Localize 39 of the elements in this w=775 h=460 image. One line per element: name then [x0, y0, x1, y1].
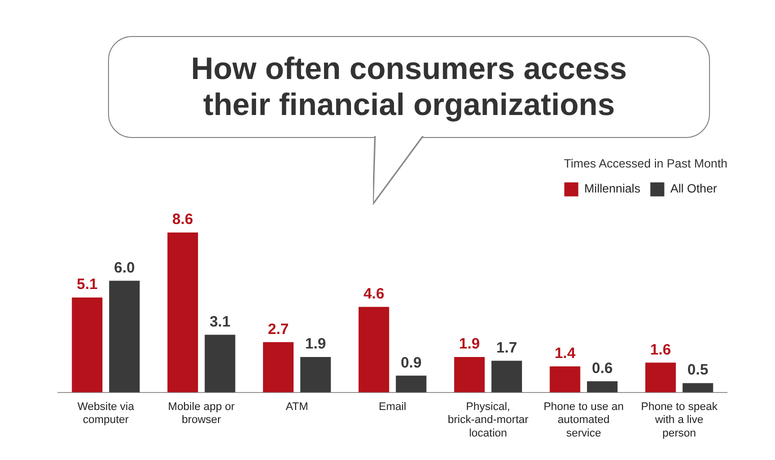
- bar: [109, 280, 140, 392]
- x-tick-label: Website via computer: [77, 401, 135, 426]
- data-label: 8.6: [172, 211, 194, 228]
- bar: [396, 376, 426, 392]
- bar: [645, 362, 676, 392]
- bar: [167, 232, 198, 392]
- data-label: 1.9: [305, 336, 326, 353]
- data-label: 0.5: [687, 362, 708, 379]
- data-label: 1.4: [554, 345, 576, 362]
- bar: [586, 381, 618, 392]
- data-label: 4.6: [363, 285, 384, 302]
- bar: [682, 383, 714, 392]
- chart-title: How often consumers access their financial organizations: [190, 51, 628, 123]
- x-tick-label: Email: [378, 401, 406, 414]
- legend-label: All Other: [670, 182, 718, 196]
- data-label: 0.6: [592, 360, 613, 377]
- bar: [300, 357, 331, 392]
- x-tick-label: Phone to use an automated service: [544, 401, 624, 440]
- data-label: 6.0: [114, 259, 135, 276]
- legend-title: Times Accessed in Past Month: [564, 156, 728, 170]
- bar: [72, 298, 102, 392]
- bar: [204, 334, 236, 392]
- data-label: 1.6: [650, 341, 672, 358]
- data-label: 1.7: [496, 339, 518, 356]
- data-label: 3.1: [210, 313, 230, 330]
- x-tick-label: ATM: [286, 401, 308, 414]
- x-tick-label: Physical, brick-and-mortar location: [448, 401, 529, 440]
- bar: [550, 366, 580, 392]
- data-label: 1.9: [459, 336, 480, 353]
- x-tick-label: Phone to speak with a live person: [640, 401, 718, 440]
- bar: [491, 360, 522, 392]
- data-label: 0.9: [400, 354, 422, 372]
- bar: [454, 357, 485, 392]
- x-tick-label: Mobile app or browser: [168, 401, 236, 426]
- data-label: 2.7: [268, 320, 289, 338]
- bar: [358, 306, 390, 392]
- bar: [263, 342, 294, 392]
- legend-label: Millennials: [584, 182, 640, 196]
- data-label: 5.1: [76, 276, 98, 294]
